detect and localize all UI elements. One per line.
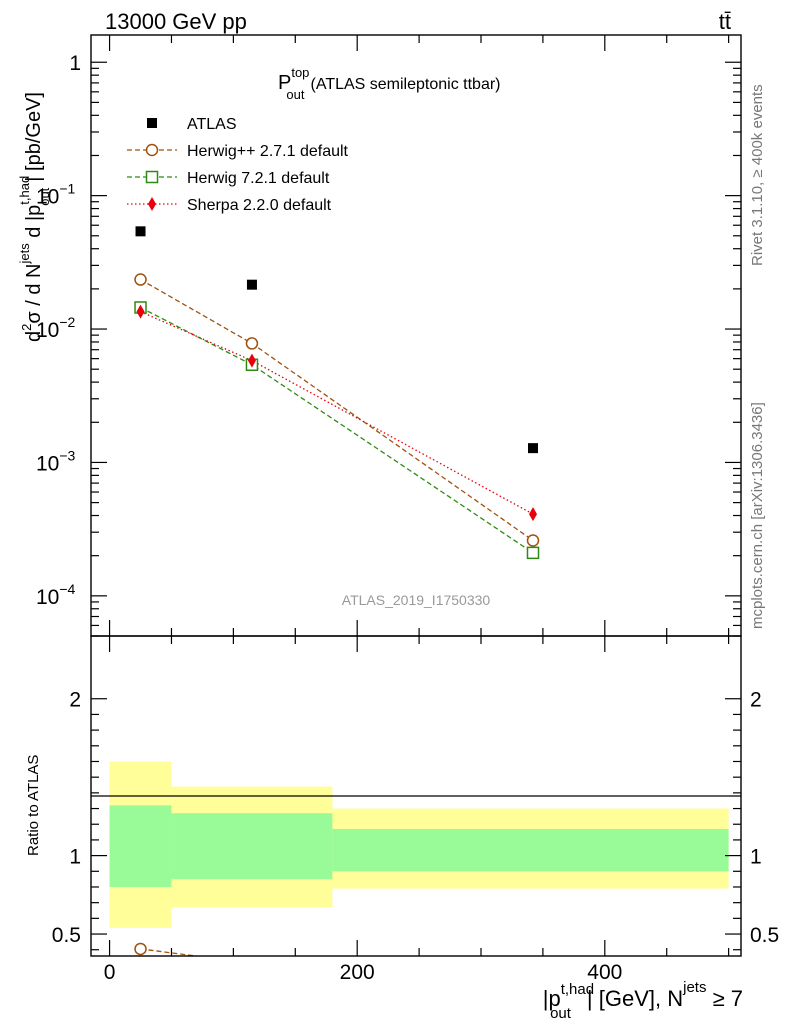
main-y-tick-base: 10 <box>36 452 59 475</box>
main-y-tick-exp: −4 <box>59 581 75 597</box>
rivet-label: Rivet 3.1.10, ≥ 400k events <box>749 84 766 266</box>
ratio-plot-frame <box>90 635 742 957</box>
ratio-y-tick-label-right: 0.5 <box>750 924 779 947</box>
legend-label-herwig7: Herwig 7.2.1 default <box>187 170 330 187</box>
main-y-tick-label: 10−1 <box>36 181 76 209</box>
mcplots-label: mcplots.cern.ch [arXiv:1306.3436] <box>749 402 766 629</box>
main-y-tick-base: 10 <box>36 186 59 209</box>
main-y-tick-base: 10 <box>36 319 59 342</box>
legend-marker-atlas <box>147 118 157 128</box>
legend: ATLAS Herwig++ 2.7.1 default Herwig 7.2.… <box>127 116 349 214</box>
legend-label-sherpa: Sherpa 2.2.0 default <box>187 197 332 214</box>
ratio-point-herwig-2-7-1-default <box>134 942 147 956</box>
ratio-series-layer <box>134 942 197 957</box>
ratio-y-tick-label-left: 2 <box>69 689 81 712</box>
data-point-herwig-2-7-1-default <box>526 534 540 547</box>
main-y-tick-exp: −3 <box>59 447 75 463</box>
x-axis-label: |pt,had out| [GeV], Njets ≥ 7 <box>543 979 743 1022</box>
ratio-y-axis-label: Ratio to ATLAS <box>25 755 42 856</box>
main-axis-ticks: 110−110−210−310−4 <box>36 35 741 637</box>
main-y-axis-label: d2σ / d Njets d |pt,had out| [pb/GeV] <box>17 92 52 342</box>
data-point-herwig-2-7-1-default <box>134 273 147 286</box>
ratio-axis-ticks: 2 2 1 1 0.5 0.5 0 200 400 <box>52 636 779 984</box>
legend-marker-sherpa <box>148 197 156 211</box>
plot-title: Ptop out(ATLAS semileptonic ttbar) <box>278 65 501 102</box>
ratio-uncertainty-bands <box>109 761 729 928</box>
ratio-y-tick-label-left: 0.5 <box>52 924 81 947</box>
ratio-band-inner <box>109 805 172 887</box>
data-point-sherpa-2-2-0-default <box>247 353 256 368</box>
data-point-herwig-2-7-1-default <box>245 337 259 350</box>
data-point-sherpa-2-2-0-default <box>136 304 145 319</box>
energy-label: 13000 GeV pp <box>105 9 247 34</box>
x-tick-label: 0 <box>104 961 116 984</box>
legend-marker-herwigpp <box>145 143 159 157</box>
main-y-tick-exp: −1 <box>59 181 75 197</box>
ratio-y-tick-label-right: 1 <box>750 846 762 869</box>
ratio-band-inner <box>171 813 333 880</box>
x-tick-label: 200 <box>340 961 375 984</box>
analysis-id: ATLAS_2019_I1750330 <box>342 592 491 608</box>
legend-label-herwigpp: Herwig++ 2.7.1 default <box>187 143 349 160</box>
series-line-herwig-7-2-1-default <box>140 306 534 554</box>
main-y-tick-base: 10 <box>36 586 59 609</box>
series-line-herwig-2-7-1-default <box>140 278 534 542</box>
legend-marker-herwig7 <box>145 170 159 184</box>
ratio-band-inner <box>332 828 729 872</box>
ratio-line-herwig-2-7-1-default <box>140 948 197 957</box>
ratio-y-tick-label-left: 1 <box>69 846 81 869</box>
main-y-tick-exp: −2 <box>59 314 75 330</box>
data-point-atlas <box>528 443 538 454</box>
main-y-tick-label: 1 <box>69 52 81 75</box>
x-tick-label: 400 <box>587 961 622 984</box>
data-point-sherpa-2-2-0-default <box>529 507 537 522</box>
series-line-sherpa-2-2-0-default <box>140 311 534 515</box>
main-y-tick-label: 10−3 <box>36 447 76 475</box>
process-label: tt̄ <box>719 9 731 34</box>
main-y-tick-label: 10−2 <box>36 314 76 342</box>
main-series-layer <box>134 226 540 560</box>
data-point-herwig-7-2-1-default <box>526 546 540 560</box>
data-point-atlas <box>135 226 146 237</box>
legend-label-atlas: ATLAS <box>187 116 237 133</box>
ratio-y-tick-label-right: 2 <box>750 689 762 712</box>
data-point-atlas <box>246 279 257 290</box>
main-y-tick-label: 10−4 <box>36 581 76 609</box>
